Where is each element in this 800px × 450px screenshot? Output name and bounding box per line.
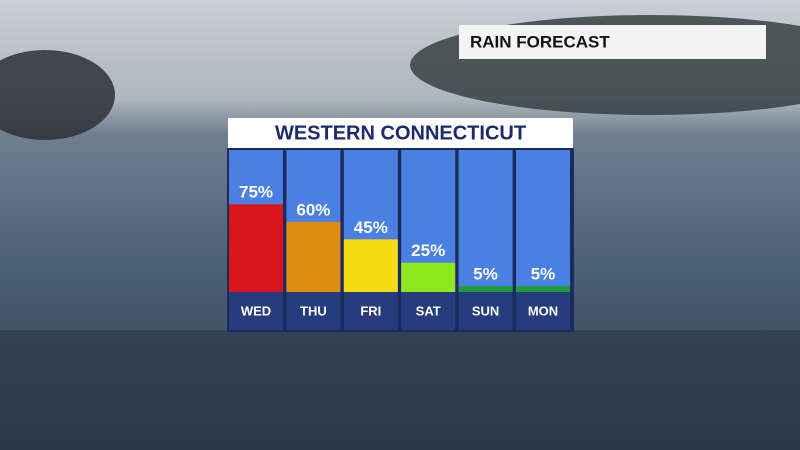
category-strip	[516, 292, 570, 330]
value-label: 75%	[239, 183, 273, 202]
column-background	[516, 150, 570, 292]
background-water	[0, 330, 800, 450]
bar	[229, 204, 283, 292]
title-box	[228, 118, 573, 148]
x-tick-label: FRI	[360, 303, 381, 318]
banner-box	[459, 25, 766, 59]
bar	[401, 262, 456, 292]
bar	[458, 286, 513, 292]
background-tree	[0, 50, 115, 140]
x-tick-label: THU	[300, 303, 327, 318]
banner-text: RAIN FORECAST	[470, 32, 610, 51]
bar	[343, 239, 398, 292]
column-background	[458, 150, 513, 292]
x-tick-label: MON	[528, 303, 558, 318]
value-label: 60%	[296, 200, 330, 219]
bar	[516, 286, 570, 292]
value-label: 45%	[354, 218, 388, 237]
value-label: 5%	[531, 265, 556, 284]
x-tick-label: SUN	[472, 303, 499, 318]
category-strip	[458, 292, 513, 330]
chart-title: WESTERN CONNECTICUT	[275, 122, 526, 144]
category-strip	[286, 292, 341, 330]
category-strip	[229, 292, 283, 330]
x-tick-label: WED	[241, 303, 271, 318]
value-label: 5%	[473, 265, 498, 284]
x-tick-label: SAT	[416, 303, 441, 318]
category-strip	[401, 292, 456, 330]
category-strip	[343, 292, 398, 330]
bar	[286, 221, 341, 292]
value-label: 25%	[411, 241, 445, 260]
